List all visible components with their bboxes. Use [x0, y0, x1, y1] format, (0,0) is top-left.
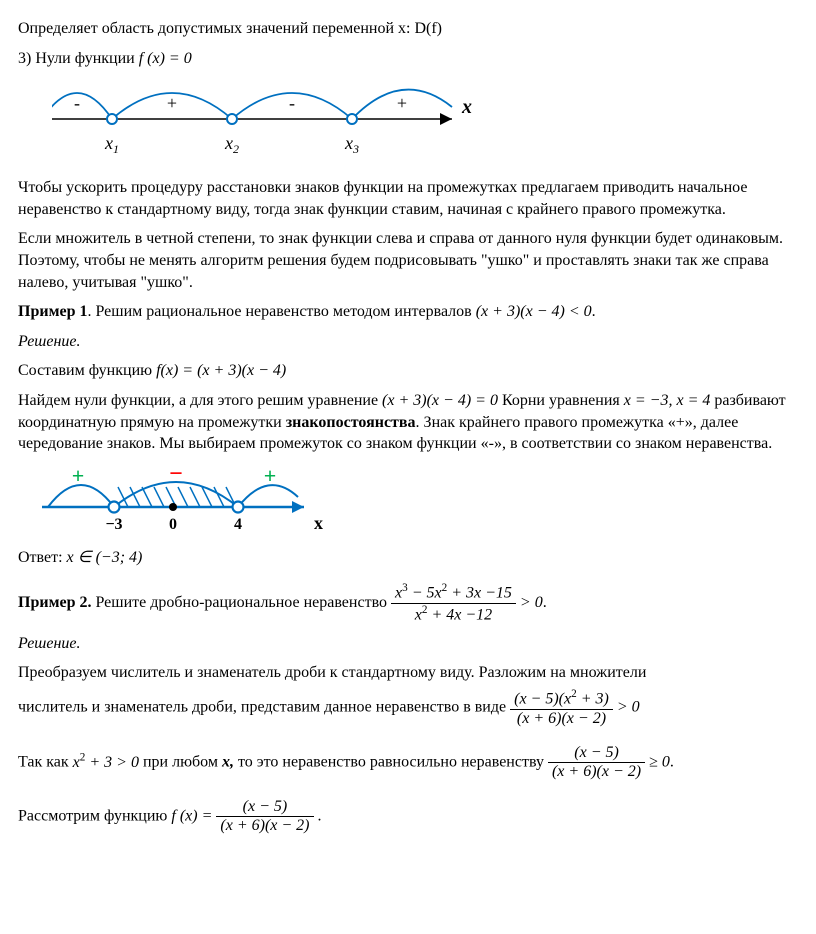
example-1-statement: Пример 1. Решим рациональное неравенство…	[18, 301, 798, 323]
text-a: Так как	[18, 754, 73, 771]
equation: f(x) = (x + 3)(x − 4)	[156, 362, 286, 379]
number-line-diagram-1: - + - + x x1 x2 x3	[52, 77, 798, 169]
equation: x2 + 3 > 0	[73, 754, 139, 771]
inequality-sign: > 0	[516, 594, 543, 611]
text: Рассмотрим функцию	[18, 807, 171, 824]
denominator: (x + 6)(x − 2)	[548, 763, 645, 781]
svg-text:4: 4	[234, 516, 242, 533]
example-1-roots: Найдем нули функции, а для этого решим у…	[18, 390, 798, 455]
svg-text:−3: −3	[105, 516, 122, 533]
svg-text:+: +	[167, 93, 177, 113]
svg-text:x2: x2	[224, 133, 239, 156]
dot: .	[670, 754, 674, 771]
para-nuli: 3) Нули функции f (x) = 0	[18, 48, 798, 70]
para-procedure-2: Если множитель в четной степени, то знак…	[18, 228, 798, 293]
svg-text:+: +	[72, 463, 85, 488]
numerator: (x − 5)(x2 + 3)	[510, 688, 613, 710]
svg-text:-: -	[289, 93, 295, 113]
svg-text:+: +	[397, 93, 407, 113]
fraction: x3 − 5x2 + 3x −15 x2 + 4x −12	[391, 582, 516, 624]
svg-text:x: x	[461, 96, 472, 118]
text-b: Корни уравнения	[498, 392, 620, 409]
text: . Решим рациональное неравенство методом…	[87, 303, 475, 320]
dot: .	[314, 807, 322, 824]
bold-term: знакопостоянства	[286, 414, 416, 431]
root-values: x = −3, x = 4	[624, 392, 715, 409]
svg-text:−: −	[169, 463, 183, 487]
equation: (x + 3)(x − 4) = 0	[382, 392, 498, 409]
text-b: при любом	[139, 754, 222, 771]
svg-text:0: 0	[169, 516, 177, 533]
svg-text:x3: x3	[344, 133, 359, 156]
fraction: (x − 5) (x + 6)(x − 2)	[216, 798, 313, 836]
solution-label: Решение.	[18, 331, 798, 353]
solution-label-2: Решение.	[18, 633, 798, 655]
example-2-statement: Пример 2. Решите дробно-рациональное нер…	[18, 582, 798, 624]
example-2-transform-b: числитель и знаменатель дроби, представи…	[18, 688, 798, 728]
para-dx: Определяет область допустимых значений п…	[18, 18, 798, 40]
fraction: (x − 5)(x2 + 3) (x + 6)(x − 2)	[510, 688, 613, 728]
inequality-sign: > 0	[613, 699, 640, 716]
para-procedure-1: Чтобы ускорить процедуру расстановки зна…	[18, 177, 798, 220]
equation: f (x) = 0	[139, 50, 192, 67]
example-label: Пример 2.	[18, 594, 91, 611]
numerator: x3 − 5x2 + 3x −15	[391, 582, 516, 604]
text: числитель и знаменатель дроби, представи…	[18, 699, 510, 716]
example-2-since: Так как x2 + 3 > 0 при любом x, то это н…	[18, 744, 798, 782]
text: Решите дробно-рациональное неравенство	[91, 594, 391, 611]
svg-text:+: +	[264, 463, 277, 488]
example-label: Пример 1	[18, 303, 87, 320]
denominator: x2 + 4x −12	[391, 604, 516, 625]
fraction: (x − 5) (x + 6)(x − 2)	[548, 744, 645, 782]
equation: (x + 3)(x − 4) < 0	[476, 303, 592, 320]
text: 3) Нули функции	[18, 50, 139, 67]
svg-text:x1: x1	[104, 133, 119, 156]
denominator: (x + 6)(x − 2)	[510, 710, 613, 728]
dot: .	[543, 594, 547, 611]
text-a: Найдем нули функции, а для этого решим у…	[18, 392, 382, 409]
number-line-diagram-2: + − + −3 0 4 x	[38, 463, 798, 539]
example-1-function: Составим функцию f(x) = (x + 3)(x − 4)	[18, 360, 798, 382]
svg-text:-: -	[74, 93, 80, 113]
dot: .	[592, 303, 596, 320]
text: Составим функцию	[18, 362, 156, 379]
text-c: то это неравенство равносильно неравенст…	[234, 754, 548, 771]
numerator: (x − 5)	[216, 798, 313, 817]
equation: f (x) =	[171, 807, 216, 824]
example-1-answer: Ответ: x ∈ (−3; 4)	[18, 547, 798, 569]
denominator: (x + 6)(x − 2)	[216, 817, 313, 835]
svg-text:x: x	[314, 513, 323, 533]
example-2-define-f: Рассмотрим функцию f (x) = (x − 5) (x + …	[18, 798, 798, 836]
inequality-sign: ≥ 0	[645, 754, 670, 771]
numerator: (x − 5)	[548, 744, 645, 763]
answer-equation: x ∈ (−3; 4)	[67, 549, 143, 566]
answer-label: Ответ:	[18, 549, 67, 566]
example-2-transform-a: Преобразуем числитель и знаменатель дроб…	[18, 662, 798, 684]
x-var: x,	[222, 754, 234, 771]
